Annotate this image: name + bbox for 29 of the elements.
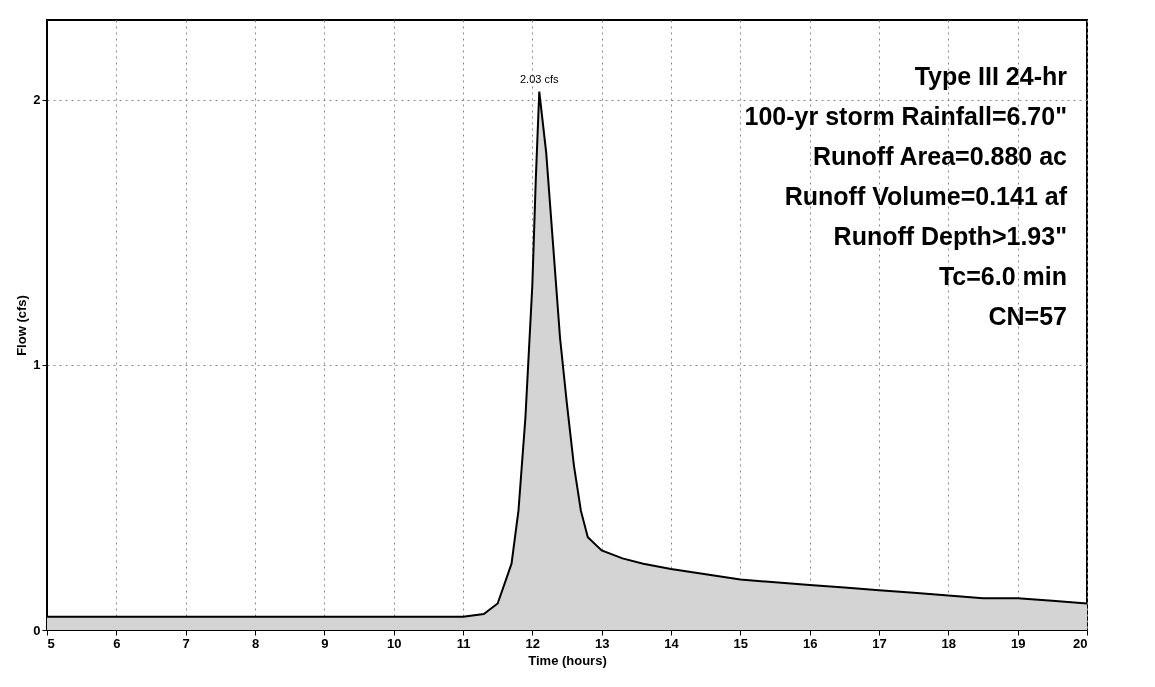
annotation: 100-yr storm Rainfall=6.70" bbox=[744, 102, 1067, 130]
x-tick-label: 14 bbox=[664, 635, 680, 651]
x-tick-label: 19 bbox=[1010, 635, 1026, 651]
annotation: 2.03 cfs bbox=[520, 72, 560, 85]
x-tick-label: 13 bbox=[594, 635, 610, 651]
annotation: CN=57 bbox=[988, 302, 1067, 330]
x-tick-label: 6 bbox=[113, 635, 121, 651]
x-tick-label: 8 bbox=[251, 635, 260, 651]
y-tick-label: 2 bbox=[33, 92, 41, 108]
x-tick-label: 5 bbox=[47, 635, 55, 651]
annotation: Tc=6.0 min bbox=[938, 262, 1067, 290]
x-tick-label: 17 bbox=[872, 635, 887, 651]
x-axis-title: Time (hours) bbox=[528, 652, 607, 668]
annotation: Runoff Area=0.880 ac bbox=[812, 142, 1068, 170]
x-tick-label: 10 bbox=[386, 635, 402, 651]
annotation: Type III 24-hr bbox=[914, 62, 1068, 90]
x-tick-label: 12 bbox=[525, 635, 541, 651]
x-tick-label: 11 bbox=[456, 635, 471, 651]
x-tick-label: 16 bbox=[802, 635, 818, 651]
annotation: Runoff Depth>1.93" bbox=[833, 222, 1067, 250]
x-tick-label: 9 bbox=[321, 635, 329, 651]
y-tick-label: 1 bbox=[33, 357, 41, 373]
annotation: Runoff Volume=0.141 af bbox=[784, 182, 1068, 210]
y-axis-title: Flow (cfs) bbox=[14, 295, 30, 356]
x-tick-label: 18 bbox=[941, 635, 957, 651]
x-tick-label: 7 bbox=[182, 635, 190, 651]
x-tick-label: 15 bbox=[733, 635, 749, 651]
y-tick-label: 0 bbox=[33, 622, 41, 638]
x-tick-label: 20 bbox=[1073, 635, 1088, 651]
